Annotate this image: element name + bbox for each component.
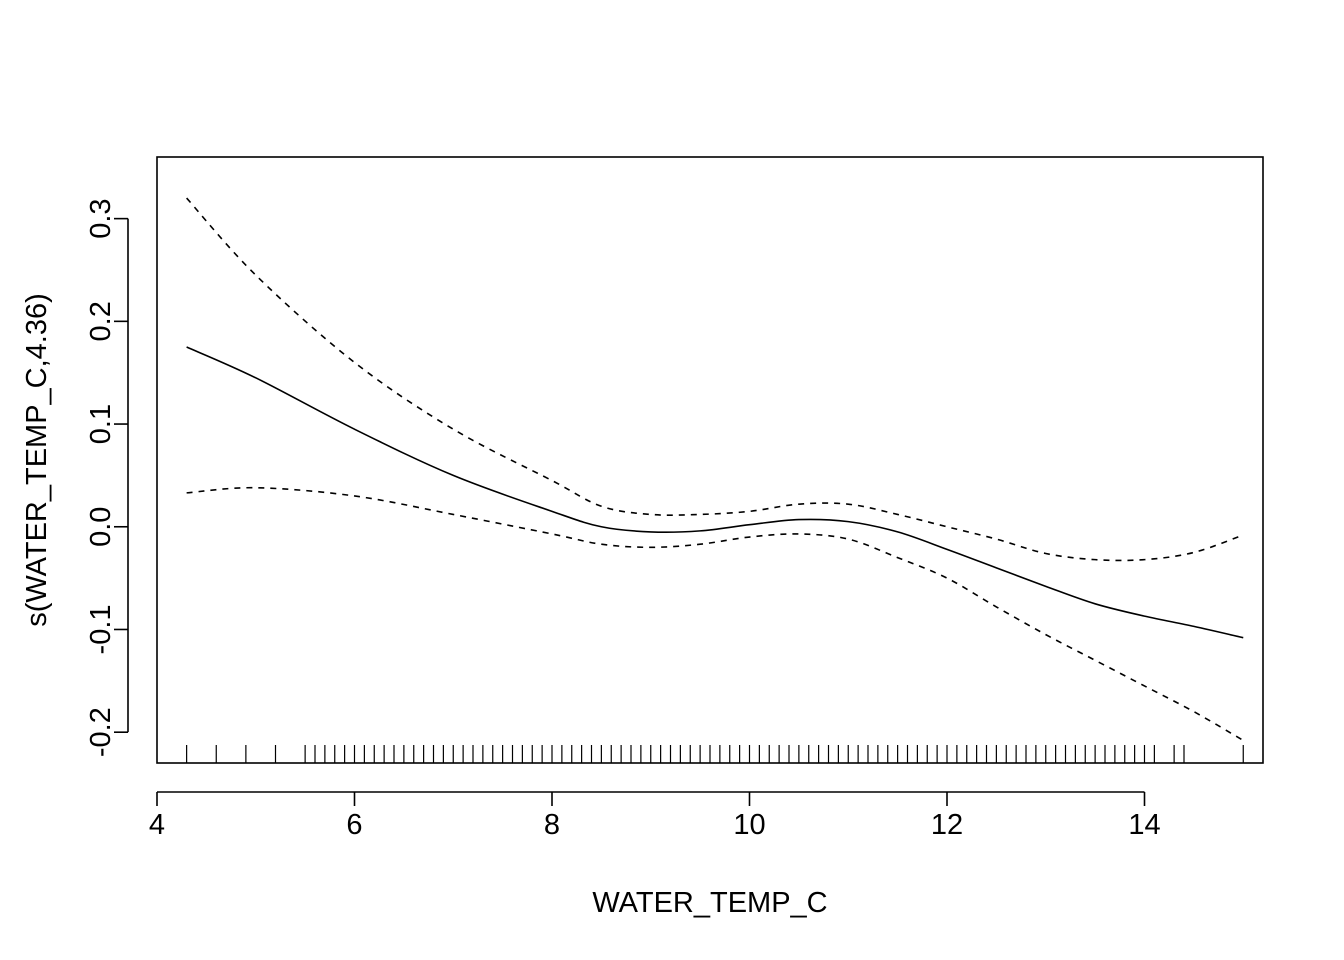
y-axis: -0.2 -0.1 0.0 0.1 0.2 0.3 bbox=[85, 198, 129, 757]
y-tick-label: 0.0 bbox=[85, 507, 117, 547]
series-lines bbox=[186, 197, 1244, 742]
y-tick-label: 0.1 bbox=[85, 404, 117, 444]
y-axis-label: s(WATER_TEMP_C,4.36) bbox=[21, 293, 53, 627]
y-tick-label: 0.3 bbox=[85, 198, 117, 238]
x-tick-label: 8 bbox=[544, 809, 560, 841]
x-tick-label: 10 bbox=[733, 809, 765, 841]
series-upper-band-line bbox=[186, 197, 1244, 562]
x-tick-label: 12 bbox=[931, 809, 963, 841]
y-tick-label: -0.1 bbox=[85, 604, 117, 654]
series-lower-band-line bbox=[186, 486, 1244, 742]
x-tick-label: 4 bbox=[149, 809, 165, 841]
x-tick-label: 6 bbox=[346, 809, 362, 841]
y-tick-label: -0.2 bbox=[85, 707, 117, 757]
x-tick-label: 14 bbox=[1128, 809, 1160, 841]
plot-frame bbox=[156, 156, 1264, 764]
x-axis-label: WATER_TEMP_C bbox=[592, 887, 827, 919]
series-estimate-line bbox=[186, 346, 1244, 639]
y-tick-label: 0.2 bbox=[85, 301, 117, 341]
x-axis: 4 6 8 10 12 14 bbox=[149, 791, 1161, 841]
rug-marks bbox=[186, 745, 1244, 763]
